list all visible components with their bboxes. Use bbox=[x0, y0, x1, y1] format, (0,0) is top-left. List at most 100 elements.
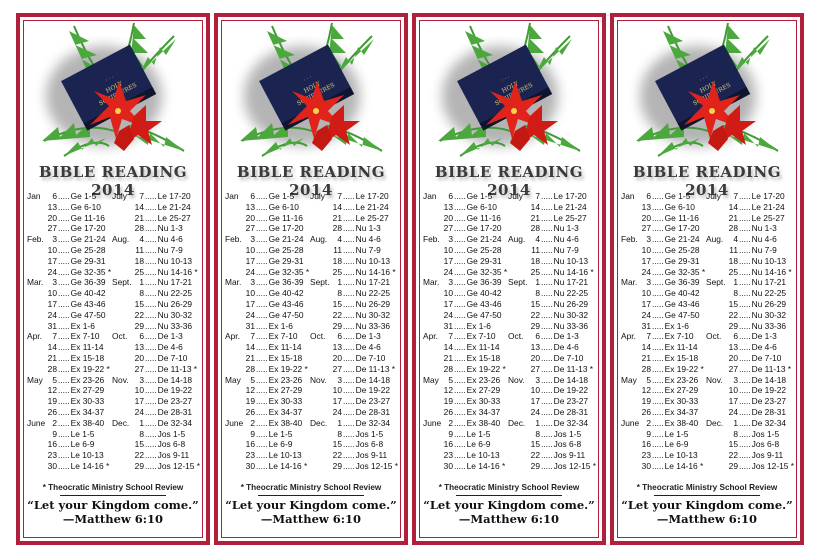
day: 16 bbox=[443, 439, 453, 450]
schedule-row: Sept. 1.....Nu 17-21 bbox=[706, 277, 794, 288]
reading: Jos 1-5 bbox=[553, 428, 582, 439]
schedule-row: 19.....Ex 30-33 bbox=[423, 396, 507, 407]
schedule-row: Oct. 6.....De 1-3 bbox=[112, 331, 200, 342]
day: 20 bbox=[245, 212, 255, 223]
schedule-row: 25.....Nu 14-16 * bbox=[310, 267, 398, 278]
day: 17 bbox=[134, 396, 144, 407]
month: Nov. bbox=[310, 374, 327, 385]
footnote: * Theocratic Ministry School Review bbox=[636, 483, 778, 492]
schedule-row: July 7.....Le 17-20 bbox=[310, 191, 398, 202]
month: July bbox=[310, 191, 325, 201]
dots: ..... bbox=[652, 201, 664, 212]
schedule-row: Apr. 7.....Ex 7-10 bbox=[27, 331, 111, 342]
day: 17 bbox=[245, 255, 255, 266]
day: 27 bbox=[332, 363, 342, 374]
bookmark-title: BIBLE READING 2014 bbox=[632, 163, 782, 199]
day: 1 bbox=[535, 417, 540, 428]
month: Jan bbox=[225, 191, 239, 201]
reading: Nu 22-25 bbox=[751, 288, 787, 299]
dots: ..... bbox=[652, 191, 664, 201]
reading: Ge 17-20 bbox=[268, 223, 304, 234]
day: 7 bbox=[733, 191, 738, 201]
dots: ..... bbox=[145, 223, 157, 234]
reading: Nu 17-21 bbox=[553, 277, 589, 288]
day: 3 bbox=[139, 374, 144, 385]
dots: ..... bbox=[58, 352, 70, 363]
dots: ..... bbox=[256, 309, 268, 320]
schedule-row: 17.....De 23-27 bbox=[112, 396, 200, 407]
bible-fern-lily-illustration: · · · HOLY SCRIPTURES bbox=[636, 22, 779, 157]
reading: Ge 29-31 bbox=[268, 255, 304, 266]
dots: ..... bbox=[58, 277, 70, 288]
day: 4 bbox=[535, 234, 540, 245]
quote-text: “Let your Kingdom come.” bbox=[621, 498, 793, 512]
day: 27 bbox=[245, 223, 255, 234]
dots: ..... bbox=[145, 331, 157, 342]
schedule-row: 10.....Ge 40-42 bbox=[225, 288, 309, 299]
day: 20 bbox=[443, 212, 453, 223]
reading: Jos 6-8 bbox=[355, 439, 384, 450]
schedule-row: 14.....Ex 11-14 bbox=[423, 342, 507, 353]
dots: ..... bbox=[541, 428, 553, 439]
day: 7 bbox=[448, 331, 453, 342]
dots: ..... bbox=[454, 223, 466, 234]
dots: ..... bbox=[454, 352, 466, 363]
reading: Ge 21-24 bbox=[268, 234, 304, 245]
schedule-row: 11.....Nu 7-9 bbox=[112, 245, 200, 256]
reading: De 4-6 bbox=[553, 342, 579, 353]
day: 25 bbox=[332, 266, 342, 277]
month: Apr. bbox=[423, 331, 438, 342]
schedule-row: 22.....Nu 30-32 bbox=[508, 310, 596, 321]
schedule-row: 21.....Le 25-27 bbox=[310, 213, 398, 224]
dots: ..... bbox=[58, 212, 70, 223]
day: 1 bbox=[139, 277, 144, 288]
day: 10 bbox=[47, 288, 57, 299]
reading: Le 25-27 bbox=[751, 212, 785, 223]
dots: ..... bbox=[58, 234, 70, 245]
reading: De 11-13 * bbox=[157, 363, 198, 374]
schedule-row: 15.....Jos 6-8 bbox=[112, 439, 200, 450]
reading: Ex 38-40 bbox=[664, 417, 699, 428]
dots: ..... bbox=[541, 212, 553, 223]
reading: Ex 27-29 bbox=[664, 385, 699, 396]
schedule-row: July 7.....Le 17-20 bbox=[706, 191, 794, 202]
month: Aug. bbox=[112, 234, 130, 245]
dots: ..... bbox=[652, 460, 664, 471]
day: 15 bbox=[332, 439, 342, 450]
reading: Nu 30-32 bbox=[751, 309, 787, 320]
day: 3 bbox=[250, 277, 255, 288]
reading: Nu 33-36 bbox=[355, 320, 391, 331]
schedule-row: June 2.....Ex 38-40 bbox=[225, 418, 309, 429]
day: 6 bbox=[733, 331, 738, 342]
day: 14 bbox=[134, 201, 144, 212]
dots: ..... bbox=[58, 406, 70, 417]
reading: Nu 17-21 bbox=[157, 277, 193, 288]
day: 23 bbox=[641, 450, 651, 461]
dots: ..... bbox=[343, 320, 355, 331]
day: 2 bbox=[52, 417, 57, 428]
schedule-row: 29.....Nu 33-36 bbox=[112, 321, 200, 332]
day: 29 bbox=[134, 460, 144, 471]
dots: ..... bbox=[739, 352, 751, 363]
day: 31 bbox=[47, 320, 57, 331]
reading: Le 10-13 bbox=[70, 450, 104, 461]
dots: ..... bbox=[256, 396, 268, 407]
schedule-row: Aug. 4.....Nu 4-6 bbox=[310, 234, 398, 245]
dots: ..... bbox=[145, 320, 157, 331]
reading: Nu 7-9 bbox=[751, 244, 777, 255]
reading: Le 1-5 bbox=[466, 428, 491, 439]
reading: Ge 25-28 bbox=[664, 244, 700, 255]
month: July bbox=[508, 191, 523, 201]
day: 8 bbox=[733, 428, 738, 439]
day: 17 bbox=[728, 396, 738, 407]
schedule-row: 17.....Ge 43-46 bbox=[621, 299, 705, 310]
reading: Le 21-24 bbox=[157, 201, 191, 212]
day: 22 bbox=[332, 450, 342, 461]
schedule-row: 25.....Nu 14-16 * bbox=[508, 267, 596, 278]
dots: ..... bbox=[145, 374, 157, 385]
reading: Ge 11-16 bbox=[268, 212, 303, 223]
quote-text: “Let your Kingdom come.” bbox=[27, 498, 199, 512]
reading: Ex 30-33 bbox=[268, 396, 303, 407]
schedule-row: 28.....Ex 19-22 * bbox=[423, 364, 507, 375]
dots: ..... bbox=[145, 234, 157, 245]
